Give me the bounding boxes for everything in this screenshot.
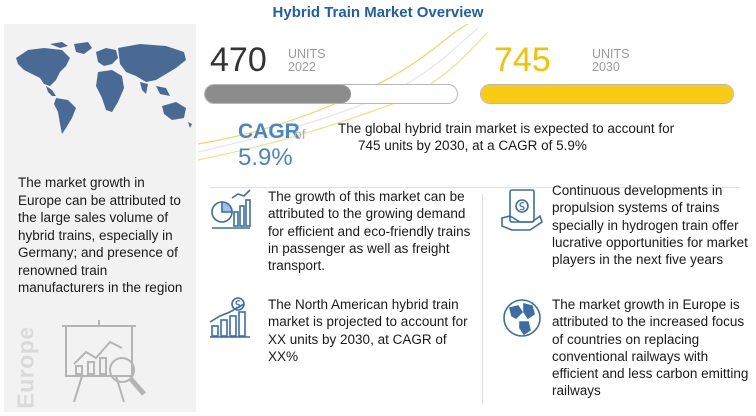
growth-chart-icon bbox=[211, 189, 251, 229]
progress-fill-2022 bbox=[205, 85, 351, 103]
market-summary: The global hybrid train market is expect… bbox=[338, 121, 675, 153]
page-title: Hybrid Train Market Overview bbox=[272, 4, 484, 21]
divider-horizontal bbox=[210, 187, 740, 188]
progress-fill-2030 bbox=[481, 85, 733, 103]
units-2022-value: 470 bbox=[210, 41, 267, 79]
hydrogen-point-text: Continuous developments in propulsion sy… bbox=[552, 183, 748, 268]
globe-icon bbox=[503, 299, 541, 337]
cagr-of: of bbox=[294, 126, 306, 142]
europe-point-text: The market growth in Europe is attribute… bbox=[552, 297, 749, 399]
units-2030-label: UNITS 2030 bbox=[592, 47, 630, 74]
europe-region-label: Europe bbox=[12, 325, 39, 409]
money-hand-icon bbox=[501, 189, 543, 231]
progress-bar-2030 bbox=[480, 84, 734, 104]
units-2030-value: 745 bbox=[494, 41, 551, 79]
dollar-bar-chart-icon bbox=[209, 297, 250, 338]
cagr-value: 5.9% bbox=[238, 144, 293, 171]
north-america-point-text: The North American hybrid train market i… bbox=[268, 297, 468, 364]
units-2022-label: UNITS 2022 bbox=[288, 47, 326, 74]
progress-bar-2022 bbox=[204, 84, 458, 104]
world-map-icon bbox=[16, 42, 192, 134]
europe-description: The market growth in Europe can be attri… bbox=[18, 175, 183, 295]
cagr-label: CAGR bbox=[238, 120, 300, 143]
growth-point-text: The growth of this market can be attribu… bbox=[268, 189, 471, 274]
divider-vertical bbox=[482, 194, 483, 404]
presentation-chart-icon bbox=[62, 320, 146, 403]
right-panel: 470 UNITS 2022 745 UNITS 2030 CAGR of 5.… bbox=[198, 24, 752, 412]
left-panel: The market growth in Europe can be attri… bbox=[4, 24, 196, 412]
